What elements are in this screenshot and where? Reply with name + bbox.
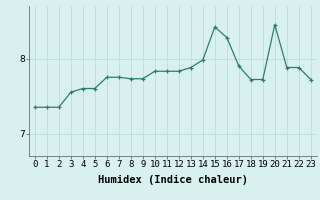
X-axis label: Humidex (Indice chaleur): Humidex (Indice chaleur)	[98, 175, 248, 185]
